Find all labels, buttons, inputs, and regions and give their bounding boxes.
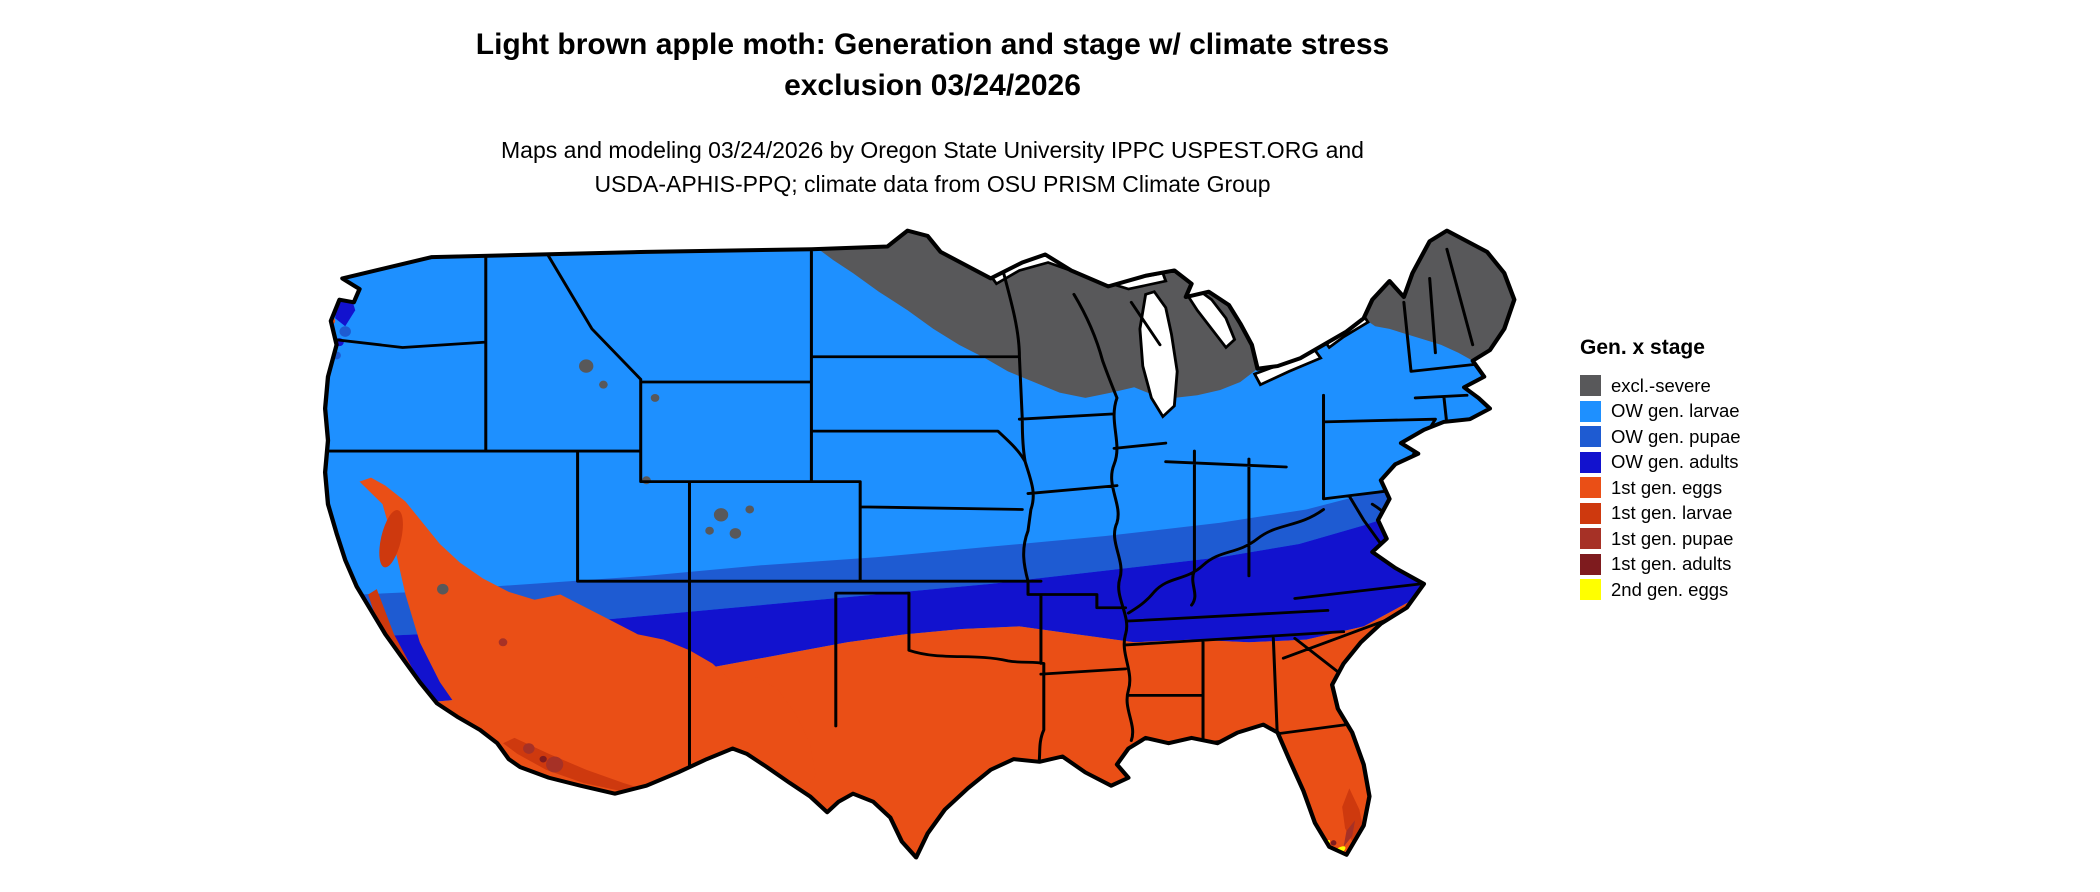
state-borders — [325, 247, 1486, 772]
conus-map — [295, 216, 1543, 880]
header: Light brown apple moth: Generation and s… — [0, 0, 1865, 202]
legend-label: OW gen. adults — [1611, 451, 1739, 473]
legend-item: 2nd gen. eggs — [1580, 577, 1741, 603]
legend-item: OW gen. pupae — [1580, 424, 1741, 450]
legend-label: 1st gen. adults — [1611, 553, 1732, 575]
legend-item: OW gen. larvae — [1580, 399, 1741, 425]
legend-item: 1st gen. larvae — [1580, 501, 1741, 527]
legend-title: Gen. x stage — [1580, 336, 1705, 359]
region-1st-adults — [539, 755, 1337, 846]
legend-item: 1st gen. eggs — [1580, 475, 1741, 501]
legend-swatch-1st-pupae — [1580, 528, 1601, 550]
legend-label: 1st gen. eggs — [1611, 476, 1723, 498]
legend-swatch-ow-larvae — [1580, 400, 1601, 422]
legend-swatch-2nd-eggs — [1580, 579, 1601, 601]
legend-item: 1st gen. pupae — [1580, 526, 1741, 552]
page-title-line2: exclusion 03/24/2026 — [784, 69, 1081, 103]
map-svg — [322, 228, 1517, 860]
legend-swatch-ow-adults — [1580, 451, 1601, 473]
legend-item: OW gen. adults — [1580, 450, 1741, 476]
legend-swatch-1st-adults — [1580, 553, 1601, 575]
page-subtitle: Maps and modeling 03/24/2026 by Oregon S… — [0, 133, 1865, 202]
legend: Gen. x stage excl.-severe OW gen. larvae… — [1580, 336, 1741, 603]
page-subtitle-line1: Maps and modeling 03/24/2026 by Oregon S… — [501, 136, 1364, 163]
legend-label: 1st gen. pupae — [1611, 527, 1734, 549]
page-subtitle-line2: USDA-APHIS-PPQ; climate data from OSU PR… — [594, 171, 1271, 198]
region-1st-pupae — [498, 638, 1356, 847]
legend-swatch-1st-eggs — [1580, 477, 1601, 499]
legend-swatch-1st-larvae — [1580, 502, 1601, 524]
legend-label: 1st gen. larvae — [1611, 502, 1733, 524]
lake-huron — [1186, 287, 1237, 350]
legend-item: excl.-severe — [1580, 373, 1741, 399]
legend-item: 1st gen. adults — [1580, 552, 1741, 578]
legend-label: 2nd gen. eggs — [1611, 578, 1729, 600]
legend-label: OW gen. larvae — [1611, 400, 1740, 422]
legend-swatch-ow-pupae — [1580, 426, 1601, 448]
legend-swatch-excl-severe — [1580, 375, 1601, 397]
us-outline — [322, 228, 1517, 860]
lake-michigan — [1138, 290, 1179, 419]
legend-label: excl.-severe — [1611, 374, 1711, 396]
legend-label: OW gen. pupae — [1611, 425, 1741, 447]
page-title: Light brown apple moth: Generation and s… — [0, 24, 1865, 107]
page-title-line1: Light brown apple moth: Generation and s… — [475, 28, 1390, 61]
